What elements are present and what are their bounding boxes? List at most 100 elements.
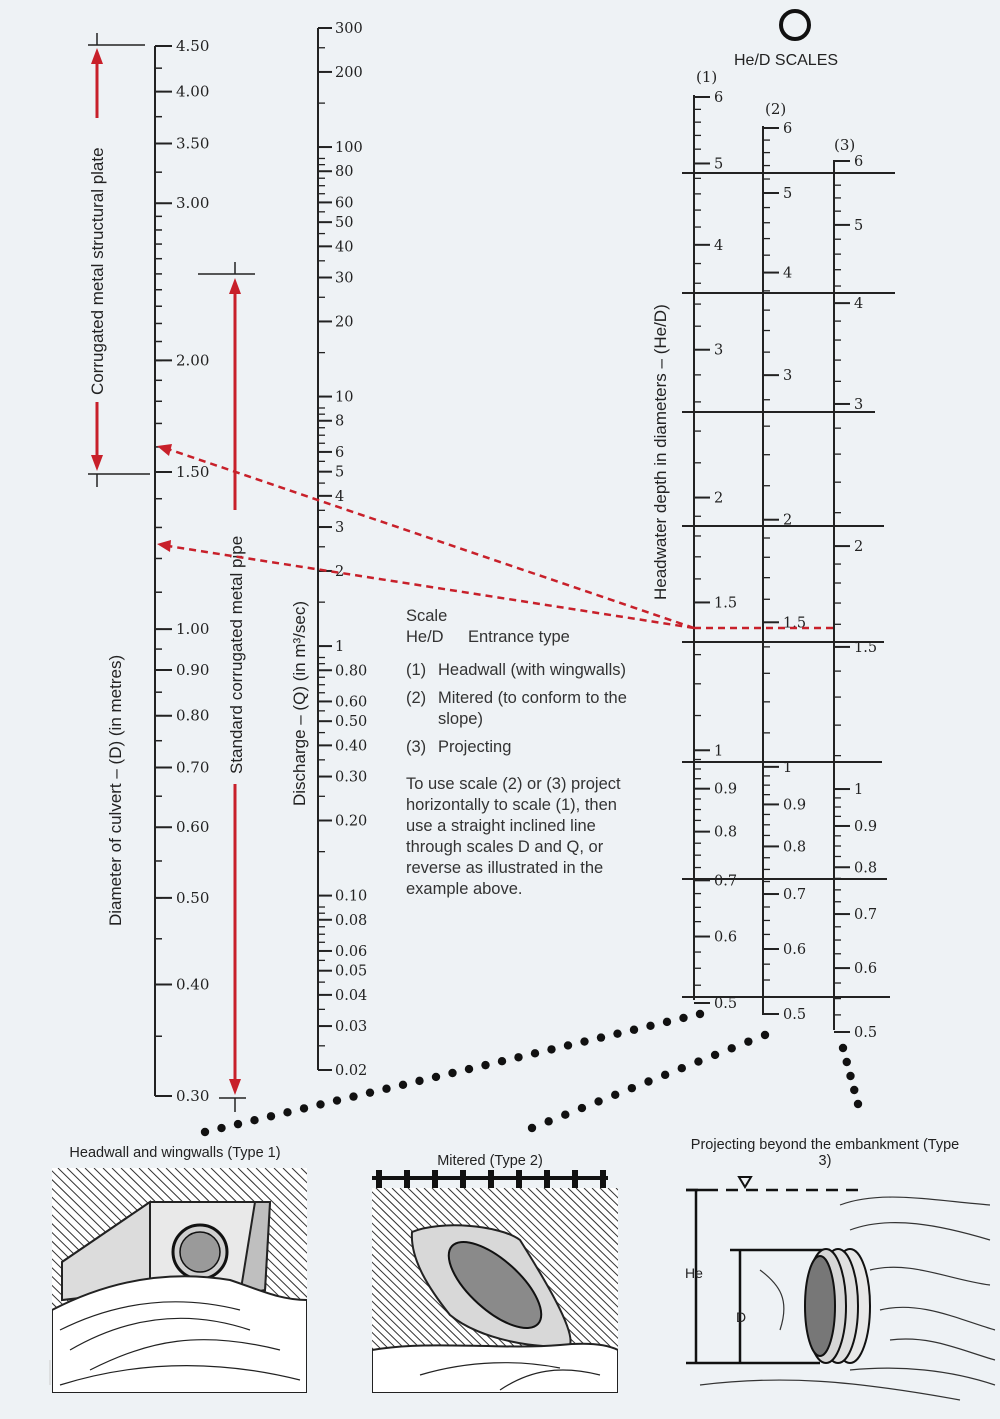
- he-tick-label: 0.7: [783, 887, 806, 903]
- legend-title-entrance: Entrance type: [468, 628, 570, 646]
- connector-dot: [544, 1117, 553, 1126]
- q-scale-ticks: 300 200 100 80 60 50 40 30 20 10 8 6 5 4 3 2 1 0.80 0.60 0.…: [318, 21, 367, 1079]
- legend-item: (1) Headwall (with wingwalls): [406, 661, 626, 679]
- hatch-line: [479, 1188, 618, 1324]
- he-tick-label: 4: [854, 296, 863, 312]
- d-tick-label: 3.00: [176, 194, 209, 212]
- he-tick-label: 1.5: [783, 615, 806, 631]
- q-tick-label: 5: [335, 465, 344, 481]
- connector-dot: [694, 1057, 703, 1066]
- d-scale-ticks: 4.50 4.00 3.50 3.00 2.00 1.50 1.00 0.90 0.80 0.70…: [155, 37, 209, 1105]
- he-scale-ticks: 6 5 4 3 2 1.5 1 0.9 0.8 0.7 0.6 0.5 6 5 4 3 2 1.5 1 0.9 0.8 0…: [694, 90, 877, 1041]
- he-tick-label: 0.8: [783, 839, 806, 855]
- hatch-line: [487, 1188, 618, 1316]
- hatch-line: [503, 1188, 618, 1300]
- dotted-connectors: [200, 1009, 863, 1137]
- connector-dot: [710, 1050, 720, 1060]
- he-tick-label: 1.5: [854, 640, 877, 656]
- connector-dot: [464, 1064, 474, 1074]
- hatch-line: [519, 1188, 618, 1285]
- hatch-line: [0, 1168, 18, 1393]
- q-tick-label: 0.05: [335, 964, 367, 980]
- connector-dot: [431, 1072, 441, 1082]
- q-tick-label: 40: [335, 239, 353, 255]
- q-tick-label: 0.03: [335, 1019, 367, 1035]
- connector-dot: [853, 1099, 863, 1109]
- connector-dot: [250, 1116, 259, 1125]
- entrance-type-legend: Scale He/D Entrance type (1) Headwall (w…: [406, 606, 706, 900]
- q-tick-label: 1: [335, 639, 344, 655]
- connector-dot: [448, 1068, 457, 1078]
- q-tick-label: 10: [335, 390, 353, 406]
- he-scale-1-name: (1): [696, 68, 717, 86]
- hatch-line: [543, 1188, 618, 1261]
- connector-dot: [596, 1033, 606, 1042]
- connector-dot: [415, 1076, 424, 1086]
- hatch-line: [471, 1188, 618, 1332]
- q-tick-label: 3: [335, 520, 344, 536]
- example-arrow-1: [157, 444, 172, 456]
- circle-symbol: [779, 9, 811, 41]
- d-tick-label: 1.50: [176, 463, 209, 481]
- he-band-lines: [682, 172, 895, 998]
- d-tick-label: 4.50: [176, 37, 209, 55]
- connector-dot: [332, 1096, 342, 1105]
- hatch-line: [495, 1188, 618, 1308]
- he-tick-label: 2: [854, 539, 863, 555]
- he-tick-label: 0.7: [854, 907, 877, 923]
- legend-item: (2) Mitered (to conform to the slope): [406, 689, 627, 728]
- he-tick-label: 0.9: [714, 782, 737, 798]
- he-tick-label: 0.8: [714, 825, 737, 841]
- he-tick-label: 5: [714, 156, 723, 172]
- connector-dot: [838, 1043, 848, 1053]
- q-tick-label: 0.80: [335, 663, 367, 679]
- legend-title-scale: Scale: [406, 607, 448, 625]
- connector-dot: [530, 1049, 540, 1058]
- d-tick-label: 2.00: [176, 351, 209, 369]
- connector-dot: [217, 1123, 226, 1133]
- connector-dot: [727, 1044, 736, 1053]
- connector-dot: [577, 1103, 587, 1113]
- fence-post: [516, 1170, 522, 1188]
- connector-dot: [679, 1013, 688, 1023]
- connector-dot: [266, 1112, 276, 1121]
- q-tick-label: 0.20: [335, 813, 367, 829]
- fence-post: [600, 1170, 606, 1188]
- mitered-illustration: [372, 1170, 618, 1393]
- hatch-line: [455, 1188, 618, 1347]
- he-tick-label: 3: [714, 343, 723, 359]
- hatch-line: [463, 1188, 618, 1340]
- projecting-illustration: He D: [685, 1176, 996, 1401]
- he-tick-label: 6: [854, 154, 863, 170]
- hatch-line: [447, 1188, 618, 1355]
- d-dimension-label: D: [736, 1309, 746, 1325]
- type2-caption: Mitered (Type 2): [437, 1153, 543, 1169]
- connector-dot: [744, 1037, 753, 1046]
- he-tick-label: 0.7: [714, 873, 737, 889]
- example-arrow-2: [157, 540, 171, 552]
- connector-dot: [627, 1083, 637, 1093]
- he-scale-2-name: (2): [765, 100, 786, 118]
- connector-dot: [349, 1092, 358, 1101]
- connector-dot: [481, 1060, 490, 1070]
- he-tick-label: 5: [783, 186, 792, 202]
- he-tick-label: 0.6: [854, 961, 877, 977]
- connector-dot: [644, 1077, 653, 1086]
- d-tick-label: 0.50: [176, 889, 209, 907]
- he-tick-label: 0.9: [783, 797, 806, 813]
- d-tick-label: 4.00: [176, 83, 209, 101]
- he-tick-label: 1: [854, 782, 863, 798]
- discharge-axis-label: Discharge – (Q) (in m³/sec): [290, 601, 309, 806]
- connector-dot: [561, 1110, 570, 1119]
- connector-dot: [646, 1021, 655, 1030]
- connector-dot: [563, 1041, 573, 1050]
- q-tick-label: 0.60: [335, 694, 367, 710]
- he-tick-label: 0.6: [783, 942, 806, 958]
- structural-plate-label: Corrugated metal structural plate: [88, 147, 107, 395]
- he-tick-label: 0.9: [854, 819, 877, 835]
- he-tick-label: 2: [783, 513, 792, 529]
- hatch-line: [527, 1188, 618, 1277]
- hatch-line: [0, 1168, 27, 1393]
- hatch-line: [246, 1168, 307, 1228]
